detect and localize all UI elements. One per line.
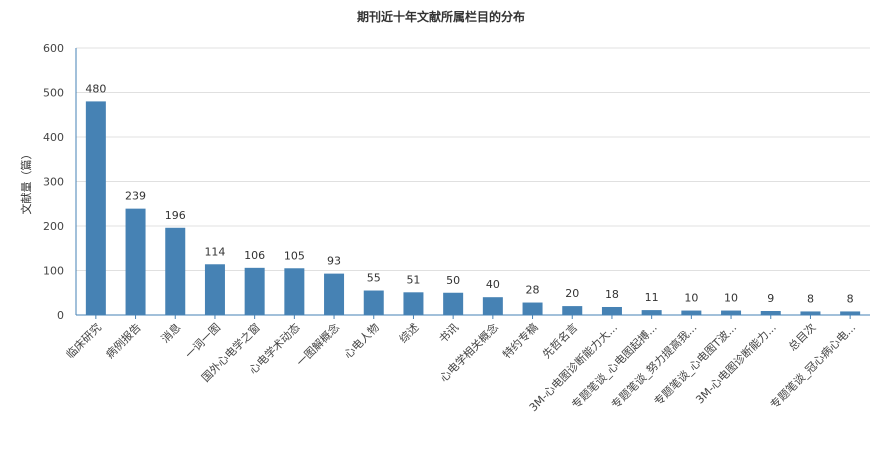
bar[interactable] <box>324 273 345 315</box>
x-tick-label: 消息 <box>158 320 183 345</box>
data-label: 18 <box>605 288 619 301</box>
data-labels: 480 239 196 114 106 105 93 55 51 50 40 28 20 18 11 10 10… <box>85 82 853 305</box>
y-tick-label: 300 <box>43 176 64 189</box>
bar[interactable] <box>165 227 186 315</box>
data-label: 480 <box>85 82 106 95</box>
x-tick-label: 先哲名言 <box>539 320 580 361</box>
bar[interactable] <box>721 310 742 315</box>
y-axis: 0 100 200 300 400 500 600 <box>43 42 77 322</box>
data-label: 8 <box>807 292 814 305</box>
y-tick-label: 0 <box>57 309 64 322</box>
bar[interactable] <box>522 302 543 315</box>
bar[interactable] <box>601 306 622 315</box>
bar[interactable] <box>363 290 384 315</box>
x-tick-label: 一词一图 <box>183 321 223 361</box>
bar[interactable] <box>85 101 106 316</box>
x-tick-label: 一图解概念 <box>293 320 342 369</box>
y-axis-title: 文献量（篇） <box>19 149 33 215</box>
data-label: 10 <box>724 292 738 305</box>
bar[interactable] <box>125 208 146 315</box>
data-label: 10 <box>684 292 698 305</box>
y-tick-label: 100 <box>43 265 64 278</box>
data-label: 105 <box>284 249 305 262</box>
bar[interactable] <box>284 268 305 315</box>
x-tick-label: 书讯 <box>437 321 462 346</box>
data-label: 114 <box>204 245 225 258</box>
data-label: 50 <box>446 274 460 287</box>
bar[interactable] <box>482 297 503 315</box>
data-label: 239 <box>125 190 146 203</box>
bar[interactable] <box>800 311 821 315</box>
y-tick-label: 200 <box>43 220 64 233</box>
data-label: 93 <box>327 255 341 268</box>
bar[interactable] <box>403 292 424 315</box>
x-tick-label: 病例报告 <box>103 320 144 361</box>
grid-lines <box>76 47 870 271</box>
y-tick-label: 600 <box>43 42 64 55</box>
bar[interactable] <box>681 310 702 315</box>
data-label: 40 <box>486 278 500 291</box>
data-label: 196 <box>165 209 186 222</box>
bar[interactable] <box>840 311 861 315</box>
x-tick-label: 综述 <box>396 320 421 345</box>
x-tick-label: 特约专稿 <box>500 320 541 361</box>
bar[interactable] <box>204 264 225 315</box>
y-tick-label: 500 <box>43 87 64 100</box>
data-label: 11 <box>645 291 659 304</box>
chart-title: 期刊近十年文献所属栏目的分布 <box>356 10 525 24</box>
data-label: 55 <box>367 272 381 285</box>
y-tick-label: 400 <box>43 131 64 144</box>
data-label: 8 <box>847 292 854 305</box>
x-tick-label: 心电人物 <box>341 320 382 361</box>
bar[interactable] <box>443 292 464 315</box>
data-label: 106 <box>244 249 265 262</box>
data-label: 20 <box>565 287 579 300</box>
bar[interactable] <box>641 310 662 315</box>
x-tick-label: 总目次 <box>785 320 818 353</box>
data-label: 28 <box>526 284 540 297</box>
bar[interactable] <box>760 310 781 315</box>
bar[interactable] <box>244 267 265 315</box>
data-label: 9 <box>767 292 774 305</box>
x-tick-label: 临床研究 <box>63 320 104 361</box>
bar[interactable] <box>562 306 583 315</box>
bars <box>85 101 861 316</box>
data-label: 51 <box>406 273 420 286</box>
